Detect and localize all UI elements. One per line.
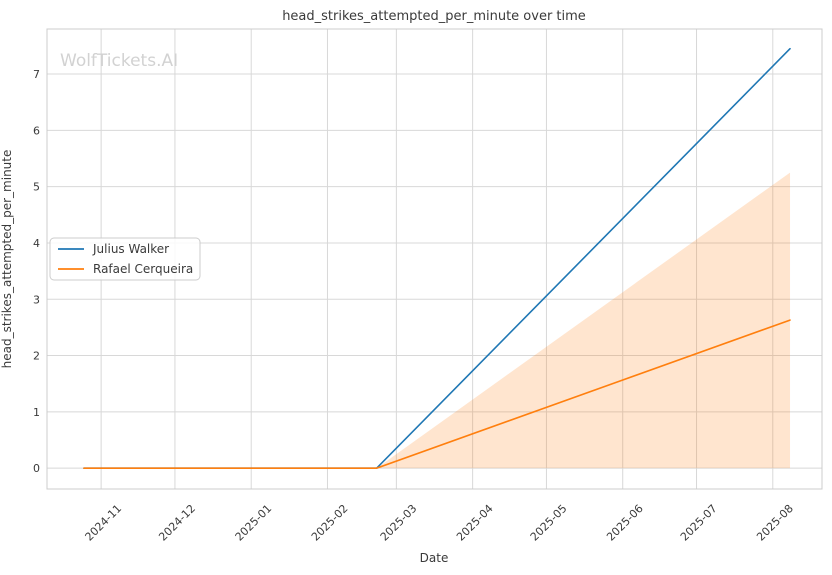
- x-tick-label: 2025-05: [528, 502, 570, 544]
- legend-box: [49, 237, 201, 281]
- x-tick-label: 2025-02: [309, 502, 351, 544]
- x-tick-label: 2025-04: [454, 502, 496, 544]
- confidence-band-layer: [376, 172, 791, 469]
- x-tick-label: 2024-11: [83, 502, 125, 544]
- x-tick-label: 2025-06: [604, 502, 646, 544]
- x-tick-label: 2025-03: [378, 502, 420, 544]
- legend: Julius Walker Rafael Cerqueira: [49, 237, 201, 281]
- x-tick-label: 2024-12: [156, 502, 198, 544]
- x-tick-label: 2025-01: [233, 502, 275, 544]
- watermark: WolfTickets.AI: [60, 51, 178, 71]
- y-axis-label: head_strikes_attempted_per_minute: [0, 150, 14, 369]
- series-lines-layer: [83, 47, 791, 469]
- x-axis-label: Date: [420, 551, 449, 565]
- confidence-band: [376, 172, 791, 469]
- y-tick-label: 5: [33, 181, 40, 194]
- x-tick-label: 2025-07: [678, 502, 720, 544]
- plot-border: [46, 28, 823, 490]
- x-tick-label: 2025-08: [754, 502, 796, 544]
- y-tick-label: 3: [33, 293, 40, 306]
- y-tick-label: 0: [33, 462, 40, 475]
- y-tick-labels: 0 1 2 3 4 5 6 7: [33, 68, 40, 475]
- legend-label: Rafael Cerqueira: [93, 262, 193, 276]
- legend-label: Julius Walker: [92, 242, 169, 256]
- x-tick-labels: 2024-11 2024-12 2025-01 2025-02 2025-03 2025-…: [83, 502, 796, 544]
- y-tick-label: 6: [33, 124, 40, 137]
- series-line: [83, 319, 791, 469]
- y-tick-label: 1: [33, 406, 40, 419]
- y-tick-label: 4: [33, 237, 40, 250]
- y-tick-label: 7: [33, 68, 40, 81]
- y-tick-label: 2: [33, 350, 40, 363]
- chart-title: head_strikes_attempted_per_minute over t…: [282, 9, 586, 24]
